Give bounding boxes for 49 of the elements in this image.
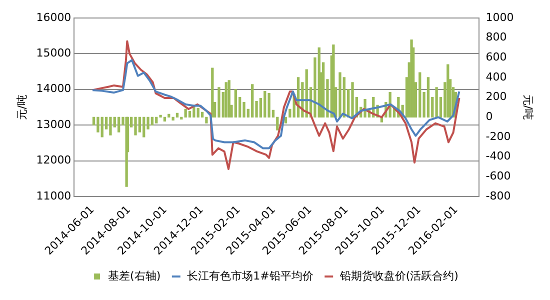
y2-tick-label: -600 <box>486 169 511 182</box>
bar <box>150 116 154 126</box>
y2-tick-label: -800 <box>486 189 511 202</box>
y2-tick-label: 400 <box>486 70 507 84</box>
y2-tick-label: -400 <box>486 150 511 163</box>
bar <box>211 68 214 118</box>
bar <box>435 87 438 118</box>
y-tick-label: 15000 <box>36 46 72 60</box>
legend-label: 铅期货收盘价(活跃合约) <box>338 269 458 282</box>
bar <box>224 82 228 118</box>
bar <box>117 116 120 132</box>
legend-label: 基差(右轴) <box>108 269 161 282</box>
bar <box>418 72 422 118</box>
bar <box>176 112 179 118</box>
bar <box>168 114 170 118</box>
y2-tick-label: 800 <box>486 30 507 44</box>
y-axis-title: 元/吨 <box>15 94 28 120</box>
y2-tick-label: 0 <box>486 110 493 124</box>
bar <box>163 116 166 122</box>
y2-tick-label: -200 <box>486 130 511 143</box>
y-tick-label: 11000 <box>36 189 72 202</box>
bar <box>351 82 354 118</box>
bar <box>134 116 137 136</box>
bar <box>234 89 237 118</box>
y-tick-label: 16000 <box>36 10 72 24</box>
bar <box>188 110 192 118</box>
bar <box>332 44 335 118</box>
bar <box>218 87 220 118</box>
bar <box>196 108 200 118</box>
y-tick-label: 13000 <box>36 118 72 131</box>
y2-tick-label: 600 <box>486 50 507 64</box>
bar <box>184 108 187 118</box>
y2-tick-label: 200 <box>486 90 507 104</box>
bar <box>264 91 266 118</box>
bar <box>446 64 450 118</box>
y2-tick-label: 1000 <box>486 10 514 24</box>
bar <box>100 116 104 138</box>
bar <box>155 116 158 124</box>
y-tick-label: 12000 <box>36 154 72 167</box>
bar <box>338 72 342 118</box>
y2-axis-title: 元/吨 <box>522 94 535 120</box>
bar <box>426 77 430 118</box>
bar <box>109 116 112 136</box>
bar <box>268 93 270 118</box>
bar <box>251 84 254 118</box>
bar <box>172 116 174 120</box>
y-tick-label: 14000 <box>36 82 72 96</box>
bar <box>142 116 146 138</box>
legend-label: 长江有色市场1#铅平均价 <box>187 269 314 282</box>
